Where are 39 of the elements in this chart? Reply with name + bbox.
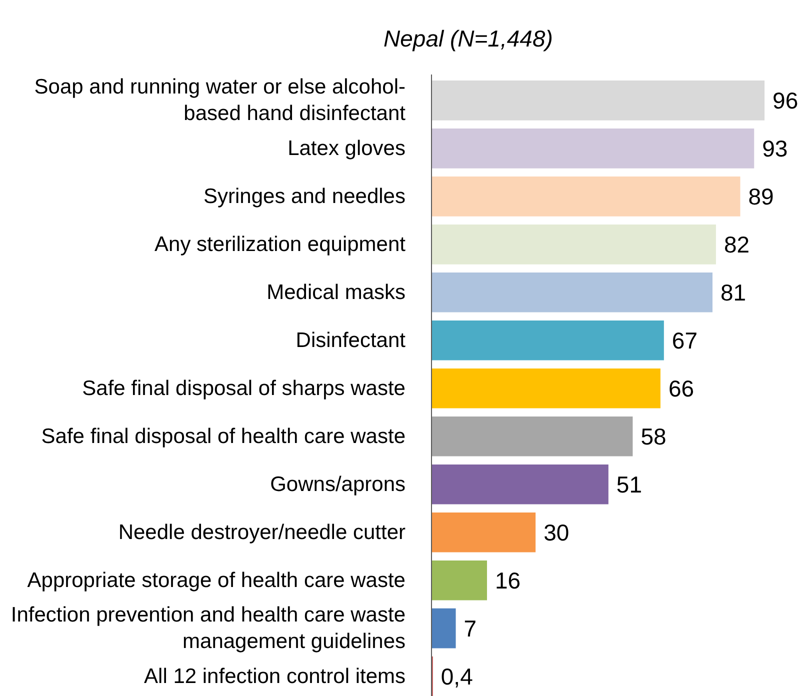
y-tick-label: Disinfectant (296, 328, 406, 352)
chart-title: Nepal (N=1,448) (384, 26, 553, 52)
bar (432, 80, 765, 120)
y-tick-label: Safe final disposal of sharps waste (82, 376, 406, 400)
y-tick-label: Syringes and needles (204, 184, 406, 208)
data-label: 89 (748, 183, 774, 210)
data-label: 96 (772, 87, 798, 114)
bar (432, 368, 660, 408)
data-label: 58 (640, 423, 666, 450)
y-tick-label: Any sterilization equipment (154, 232, 406, 256)
bar (432, 608, 456, 648)
bar (432, 272, 712, 312)
y-tick-label: All 12 infection control items (144, 664, 406, 688)
data-label: 67 (672, 327, 698, 354)
bar (432, 560, 488, 600)
y-tick-label: Needle destroyer/needle cutter (118, 520, 406, 544)
data-label: 30 (544, 519, 570, 546)
y-tick-label: Gowns/aprons (270, 472, 406, 496)
data-label: 7 (464, 615, 477, 642)
y-tick-label: Appropriate storage of health care waste (27, 568, 406, 592)
data-label: 0,4 (440, 663, 474, 690)
bar (432, 176, 740, 216)
y-tick-label: Infection prevention and health care waste management guidelines (10, 604, 406, 654)
y-tick-label: Medical masks (266, 280, 406, 304)
bar (432, 512, 536, 552)
y-tick-label: Soap and running water or else alcohol-based hand disinfectant (34, 76, 406, 126)
bar (432, 416, 633, 456)
data-label: 66 (668, 375, 694, 402)
bar (432, 224, 716, 264)
data-label: 16 (495, 567, 521, 594)
data-label: 93 (762, 135, 788, 162)
bar (432, 128, 754, 168)
data-label: 81 (720, 279, 746, 306)
data-label: 82 (724, 231, 750, 258)
y-tick-label: Latex gloves (288, 136, 406, 160)
bar (432, 320, 664, 360)
bar (432, 464, 608, 504)
y-tick-label: Safe final disposal of health care waste (41, 424, 406, 448)
data-label: 51 (616, 471, 642, 498)
